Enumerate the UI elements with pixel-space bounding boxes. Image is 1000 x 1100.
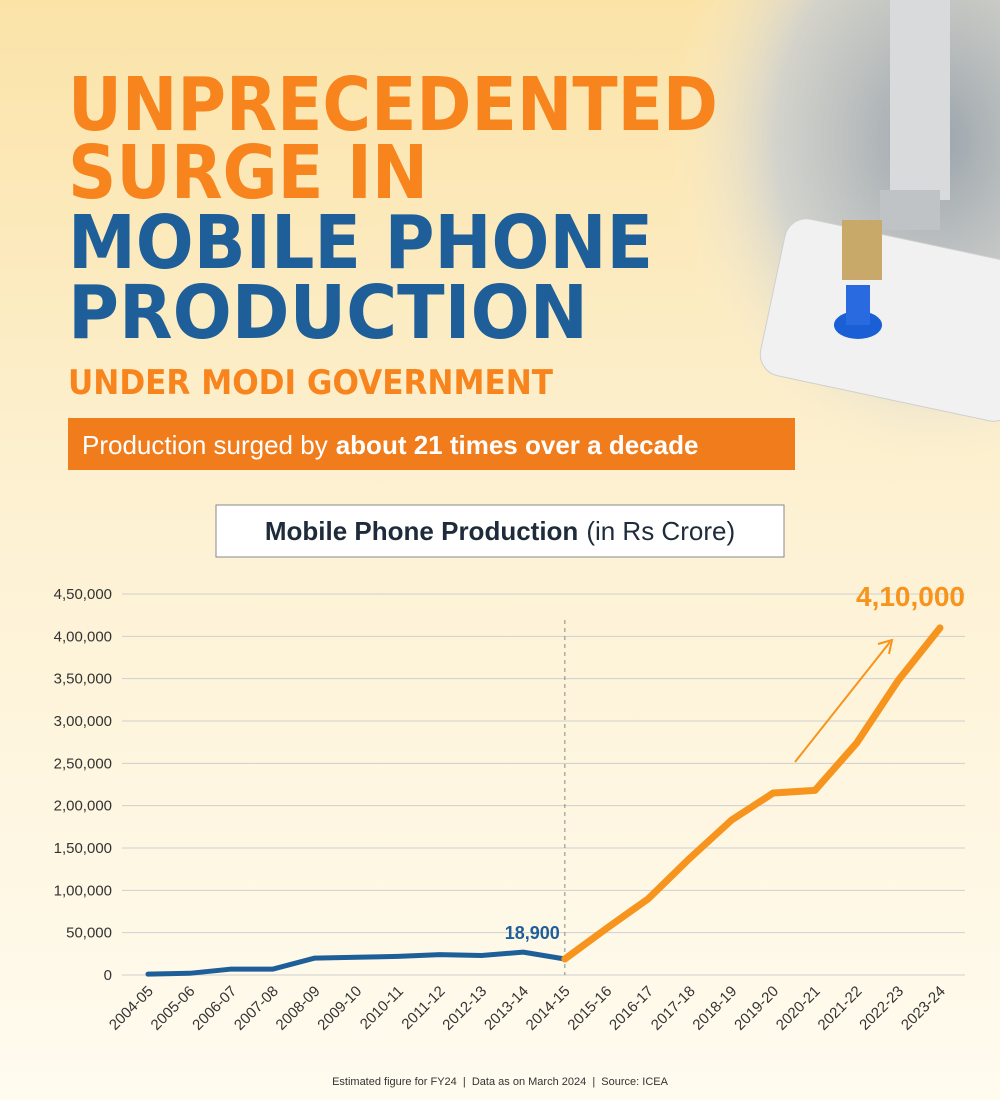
banner-highlight: about 21 times over a decade: [336, 430, 699, 460]
data-label: 18,900: [505, 923, 560, 943]
y-tick-label: 1,00,000: [54, 882, 112, 899]
y-tick-label: 0: [104, 967, 112, 984]
subtitle: UNDER MODI GOVERNMENT: [68, 363, 554, 403]
photo-phone: [759, 0, 1000, 422]
footnote: Estimated figure for FY24 | Data as on M…: [332, 1076, 669, 1088]
series-line: [561, 624, 944, 963]
y-tick-label: 1,50,000: [54, 840, 112, 857]
title-line: MOBILE PHONE: [68, 200, 653, 286]
chart-title-box: [215, 504, 785, 558]
y-tick-label: 3,00,000: [54, 713, 112, 730]
banner-text: Production surged by about 21 times over …: [82, 430, 698, 460]
y-tick-label: 2,50,000: [54, 755, 112, 772]
y-tick-label: 4,50,000: [54, 586, 112, 603]
y-tick-label: 4,00,000: [54, 628, 112, 645]
series-line: [145, 949, 568, 977]
title-line: UNPRECEDENTED: [68, 62, 718, 148]
title-line: PRODUCTION: [68, 270, 588, 356]
chart-title: Mobile Phone Production (in Rs Crore): [265, 516, 735, 546]
y-tick-label: 50,000: [66, 925, 112, 942]
chart-unit: (in Rs Crore): [586, 516, 735, 546]
trend-arrow: [794, 638, 894, 763]
y-tick-label: 2,00,000: [54, 798, 112, 815]
banner: [68, 418, 795, 470]
chart-title: Mobile Phone Production: [265, 516, 578, 546]
y-tick-label: 3,50,000: [54, 671, 112, 688]
banner-text: Production surged by: [82, 430, 328, 460]
data-label: 4,10,000: [856, 581, 965, 612]
title: UNPRECEDENTED SURGE IN MOBILE PHONE PROD…: [68, 62, 718, 356]
title-line: SURGE IN: [68, 130, 428, 216]
